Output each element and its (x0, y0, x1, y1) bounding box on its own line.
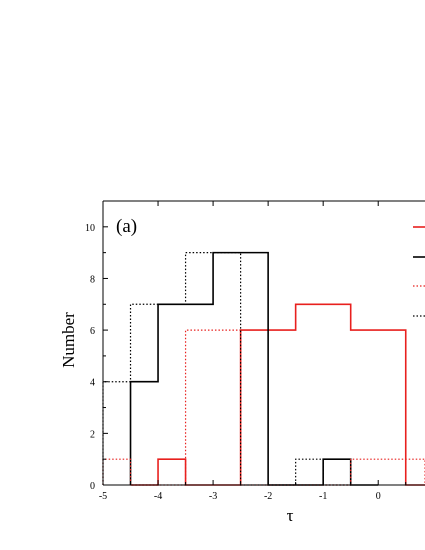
histogram-bin (268, 330, 296, 485)
histogram-bin (131, 304, 159, 485)
y-tick-label: 2 (90, 429, 95, 440)
histogram-bin (241, 330, 269, 485)
x-tick-label: -3 (209, 491, 217, 502)
histogram-bin (158, 304, 186, 485)
histogram-bin (103, 459, 131, 485)
axes-group (102, 200, 425, 486)
y-axis-title: Number (59, 312, 78, 368)
histogram-bin (241, 253, 269, 485)
y-tick-label: 8 (90, 274, 95, 285)
histogram-bin (213, 253, 241, 485)
histogram-bin (323, 304, 351, 485)
histogram-bin (378, 330, 406, 485)
y-tick-label: 4 (90, 378, 95, 389)
histogram-bin (158, 459, 186, 485)
histogram-bin (296, 304, 324, 485)
x-axis-title: τ (287, 506, 294, 525)
histogram-series-1 (130, 303, 425, 486)
legend (413, 226, 425, 317)
histogram-bin (351, 330, 379, 485)
x-tick-label: -2 (264, 491, 272, 502)
histogram-series-2 (129, 251, 379, 486)
histogram-bin (186, 304, 214, 485)
histogram-series-4 (102, 252, 351, 486)
histogram-bin (323, 459, 351, 485)
histogram-bin (378, 459, 406, 485)
histogram-bin (406, 459, 425, 485)
histogram-series-group (102, 251, 425, 486)
histogram-bin (186, 330, 214, 485)
histogram-step-line (129, 251, 379, 486)
x-tick-label: 0 (376, 491, 381, 502)
histogram-series-3 (102, 329, 425, 486)
histogram-step-line (102, 252, 351, 486)
histogram-bin (296, 459, 324, 485)
histogram-bin (186, 253, 214, 485)
x-tick-label: -1 (319, 491, 327, 502)
y-tick-label: 0 (90, 481, 95, 492)
panel-label: (a) (116, 216, 137, 237)
histogram-bin (351, 459, 379, 485)
histogram-bin (158, 304, 186, 485)
histogram-bin (213, 253, 241, 485)
histogram-bin (131, 382, 159, 485)
y-tick-label: 10 (85, 223, 95, 234)
x-tick-label: -4 (154, 491, 162, 502)
ticks-group: -5 -4 -3 -2 -1 0 0 2 4 6 8 10 (85, 201, 407, 502)
histogram-step-line (102, 329, 425, 486)
histogram-step-line (130, 303, 425, 486)
histogram-bin (213, 330, 241, 485)
x-tick-label: -5 (99, 491, 107, 502)
y-tick-label: 6 (90, 326, 95, 337)
